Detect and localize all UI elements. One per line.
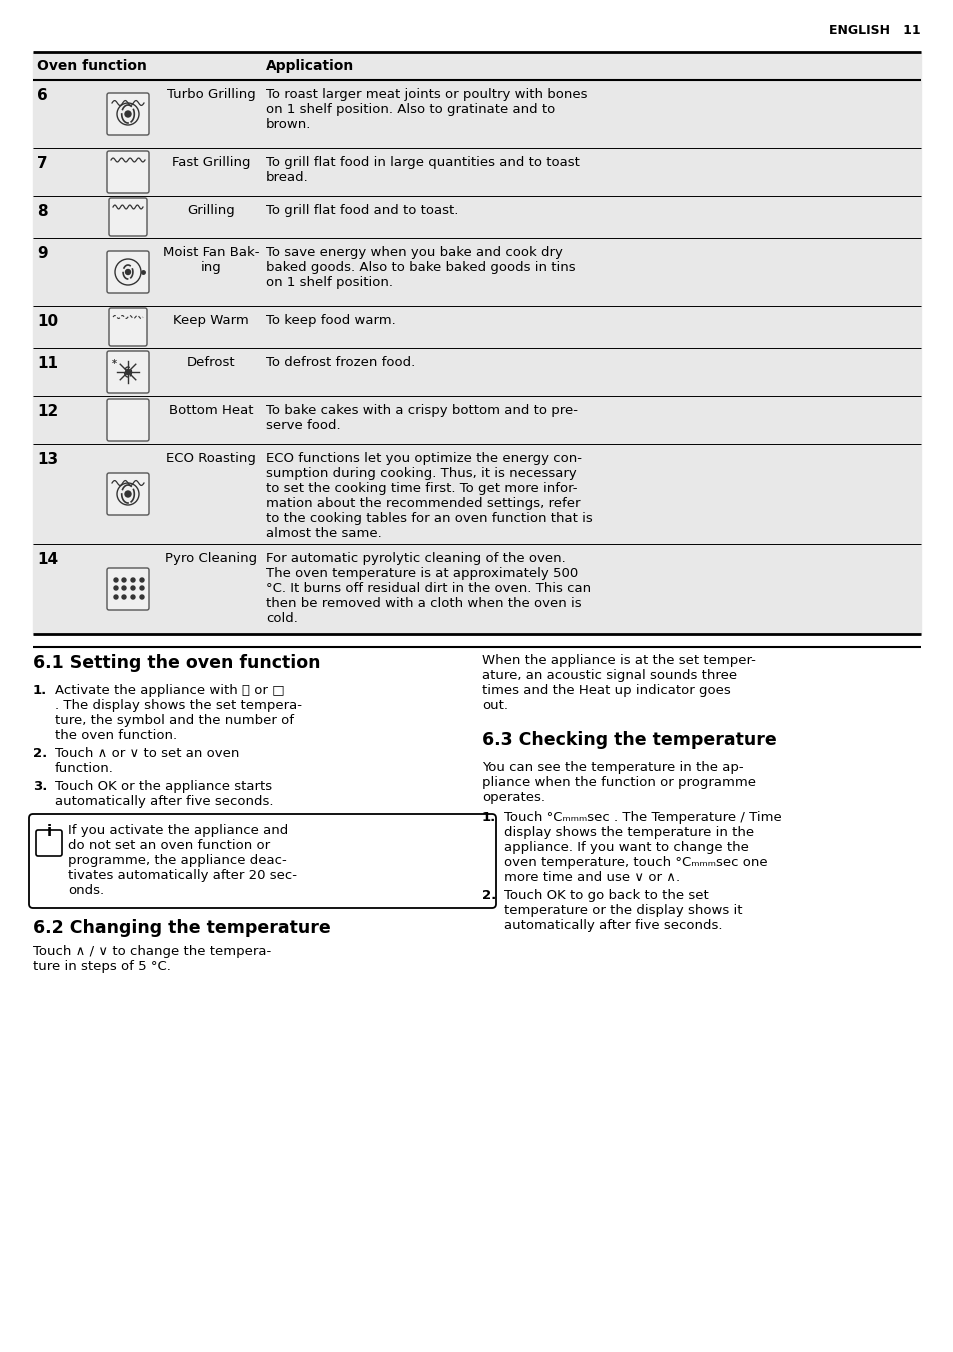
Text: ECO functions let you optimize the energy con-
sumption during cooking. Thus, it: ECO functions let you optimize the energ… bbox=[266, 452, 592, 539]
Text: 1.: 1. bbox=[481, 811, 496, 823]
Circle shape bbox=[125, 491, 131, 498]
FancyBboxPatch shape bbox=[107, 251, 149, 293]
Circle shape bbox=[140, 585, 144, 589]
Text: 10: 10 bbox=[37, 314, 58, 329]
Text: 12: 12 bbox=[37, 404, 58, 419]
Text: Oven function: Oven function bbox=[37, 59, 147, 73]
Text: Pyro Cleaning: Pyro Cleaning bbox=[165, 552, 256, 565]
FancyBboxPatch shape bbox=[107, 399, 149, 441]
FancyBboxPatch shape bbox=[29, 814, 496, 909]
Circle shape bbox=[131, 585, 135, 589]
Text: 9: 9 bbox=[37, 246, 48, 261]
Text: For automatic pyrolytic cleaning of the oven.
The oven temperature is at approxi: For automatic pyrolytic cleaning of the … bbox=[266, 552, 591, 625]
Text: Touch ∧ / ∨ to change the tempera-
ture in steps of 5 °C.: Touch ∧ / ∨ to change the tempera- ture … bbox=[33, 945, 271, 973]
Circle shape bbox=[131, 579, 135, 581]
Circle shape bbox=[140, 579, 144, 581]
Circle shape bbox=[122, 579, 126, 581]
Text: To grill flat food and to toast.: To grill flat food and to toast. bbox=[266, 204, 457, 218]
Text: To roast larger meat joints or poultry with bones
on 1 shelf position. Also to g: To roast larger meat joints or poultry w… bbox=[266, 88, 587, 131]
Text: 2.: 2. bbox=[481, 890, 496, 902]
FancyBboxPatch shape bbox=[107, 93, 149, 135]
Text: To grill flat food in large quantities and to toast
bread.: To grill flat food in large quantities a… bbox=[266, 155, 579, 184]
Bar bbox=[33, 51, 920, 80]
FancyBboxPatch shape bbox=[109, 308, 147, 346]
Text: You can see the temperature in the ap-
pliance when the function or programme
op: You can see the temperature in the ap- p… bbox=[481, 761, 755, 804]
Text: 1.: 1. bbox=[33, 684, 48, 698]
Text: Touch ∧ or ∨ to set an oven
function.: Touch ∧ or ∨ to set an oven function. bbox=[55, 748, 239, 775]
Text: ECO Roasting: ECO Roasting bbox=[166, 452, 255, 465]
Circle shape bbox=[113, 585, 118, 589]
Text: Defrost: Defrost bbox=[187, 356, 235, 369]
Circle shape bbox=[113, 579, 118, 581]
Bar bbox=[33, 306, 920, 347]
Text: 8: 8 bbox=[37, 204, 48, 219]
Text: When the appliance is at the set temper-
ature, an acoustic signal sounds three
: When the appliance is at the set temper-… bbox=[481, 654, 755, 713]
Text: Bottom Heat: Bottom Heat bbox=[169, 404, 253, 416]
Bar bbox=[33, 80, 920, 147]
FancyBboxPatch shape bbox=[107, 352, 149, 393]
Bar bbox=[33, 147, 920, 196]
Text: *: * bbox=[112, 360, 117, 369]
Circle shape bbox=[131, 595, 135, 599]
Bar bbox=[33, 196, 920, 238]
Text: 6.3 Checking the temperature: 6.3 Checking the temperature bbox=[481, 731, 776, 749]
Circle shape bbox=[126, 369, 131, 375]
Text: Keep Warm: Keep Warm bbox=[172, 314, 249, 327]
Text: Touch OK or the appliance starts
automatically after five seconds.: Touch OK or the appliance starts automat… bbox=[55, 780, 274, 808]
Text: 3.: 3. bbox=[33, 780, 48, 794]
Text: To save energy when you bake and cook dry
baked goods. Also to bake baked goods : To save energy when you bake and cook dr… bbox=[266, 246, 575, 289]
Text: 7: 7 bbox=[37, 155, 48, 170]
Text: ENGLISH   11: ENGLISH 11 bbox=[828, 23, 920, 37]
Bar bbox=[33, 238, 920, 306]
Text: 6.1 Setting the oven function: 6.1 Setting the oven function bbox=[33, 654, 320, 672]
Circle shape bbox=[122, 595, 126, 599]
Text: 13: 13 bbox=[37, 452, 58, 466]
Circle shape bbox=[126, 269, 131, 274]
Text: 2.: 2. bbox=[33, 748, 48, 760]
Bar bbox=[33, 544, 920, 634]
Text: Activate the appliance with Ⓢ or □
. The display shows the set tempera-
ture, th: Activate the appliance with Ⓢ or □ . The… bbox=[55, 684, 302, 742]
Text: i: i bbox=[47, 823, 51, 840]
Circle shape bbox=[113, 595, 118, 599]
Text: To bake cakes with a crispy bottom and to pre-
serve food.: To bake cakes with a crispy bottom and t… bbox=[266, 404, 578, 433]
Text: Touch °Cₘₘₘsec . The Temperature / Time
display shows the temperature in the
app: Touch °Cₘₘₘsec . The Temperature / Time … bbox=[503, 811, 781, 884]
Bar bbox=[33, 396, 920, 443]
Bar bbox=[33, 443, 920, 544]
Text: Grilling: Grilling bbox=[187, 204, 234, 218]
FancyBboxPatch shape bbox=[107, 151, 149, 193]
FancyBboxPatch shape bbox=[107, 568, 149, 610]
Text: Turbo Grilling: Turbo Grilling bbox=[167, 88, 255, 101]
Text: To defrost frozen food.: To defrost frozen food. bbox=[266, 356, 415, 369]
Text: Moist Fan Bak-
ing: Moist Fan Bak- ing bbox=[163, 246, 259, 274]
Text: Application: Application bbox=[266, 59, 354, 73]
Circle shape bbox=[140, 595, 144, 599]
Circle shape bbox=[122, 585, 126, 589]
Text: If you activate the appliance and
do not set an oven function or
programme, the : If you activate the appliance and do not… bbox=[68, 823, 296, 896]
FancyBboxPatch shape bbox=[109, 197, 147, 237]
Text: 6: 6 bbox=[37, 88, 48, 103]
Text: 14: 14 bbox=[37, 552, 58, 566]
Text: Touch OK to go back to the set
temperature or the display shows it
automatically: Touch OK to go back to the set temperatu… bbox=[503, 890, 741, 932]
Text: 6.2 Changing the temperature: 6.2 Changing the temperature bbox=[33, 919, 331, 937]
Text: 11: 11 bbox=[37, 356, 58, 370]
FancyBboxPatch shape bbox=[36, 830, 62, 856]
Text: To keep food warm.: To keep food warm. bbox=[266, 314, 395, 327]
Bar bbox=[33, 347, 920, 396]
FancyBboxPatch shape bbox=[107, 473, 149, 515]
Text: Fast Grilling: Fast Grilling bbox=[172, 155, 250, 169]
Circle shape bbox=[125, 111, 131, 118]
